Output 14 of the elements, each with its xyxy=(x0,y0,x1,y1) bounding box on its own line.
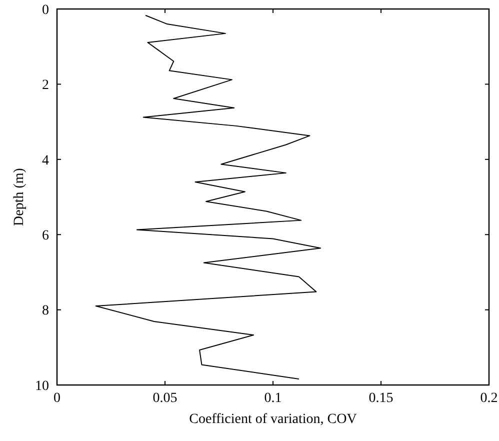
y-tick-label: 8 xyxy=(42,304,49,319)
y-tick-label: 4 xyxy=(42,153,49,168)
x-tick-label: 0.2 xyxy=(480,391,498,406)
y-axis-title: Depth (m) xyxy=(12,168,27,226)
y-tick-label: 6 xyxy=(42,228,49,244)
x-tick-label: 0.05 xyxy=(152,391,178,406)
line-series xyxy=(95,14,322,380)
y-tick-label: 10 xyxy=(35,378,49,394)
y-tick-label: 2 xyxy=(42,78,49,94)
x-tick-label: 0.1 xyxy=(264,391,282,406)
y-tick-label: 0 xyxy=(42,2,49,18)
x-axis-title: Coefficient of variation, COV xyxy=(189,412,357,427)
x-tick-label: 0 xyxy=(54,391,60,406)
x-tick-label: 0.15 xyxy=(368,391,394,406)
